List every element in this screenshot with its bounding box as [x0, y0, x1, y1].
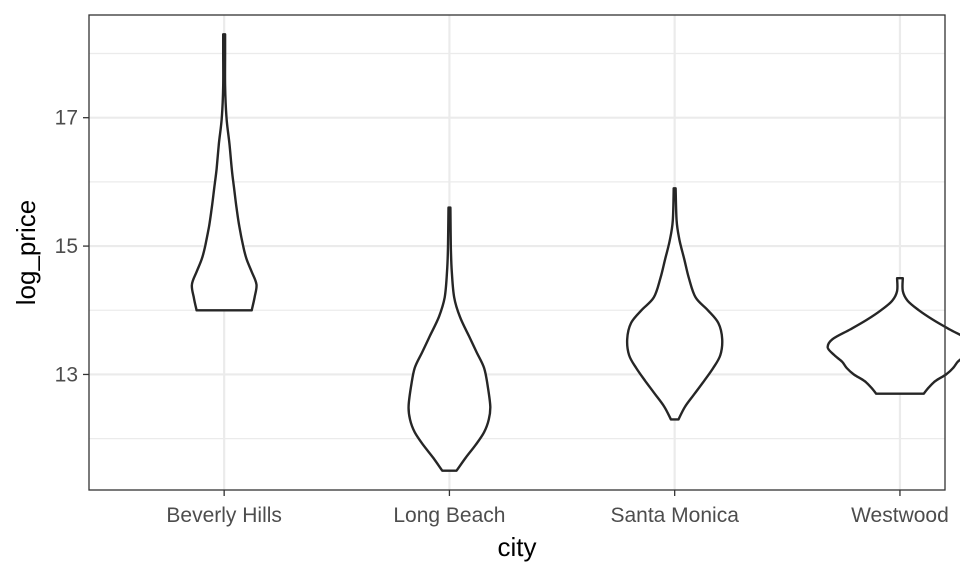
violin-long-beach [407, 206, 492, 472]
violin-santa-monica [625, 187, 724, 421]
x-tick-label: Beverly Hills [166, 504, 282, 527]
y-tick-label: 15 [55, 235, 78, 258]
x-tick-label: Long Beach [393, 504, 505, 527]
violin-westwood [826, 277, 960, 395]
violins [190, 33, 960, 472]
y-tick-label: 13 [55, 363, 78, 386]
plot-panel-border [88, 14, 946, 491]
x-axis-title: city [498, 532, 537, 562]
x-tick-label: Westwood [851, 504, 949, 527]
y-tick-label: 17 [55, 107, 78, 130]
violin-beverly-hills [190, 33, 258, 312]
x-axis: Beverly Hills Long Beach Santa Monica Westw… [166, 490, 949, 527]
y-axis-title: log_price [11, 200, 41, 306]
y-axis: 13 15 17 [55, 107, 89, 386]
x-tick-label: Santa Monica [610, 504, 739, 527]
